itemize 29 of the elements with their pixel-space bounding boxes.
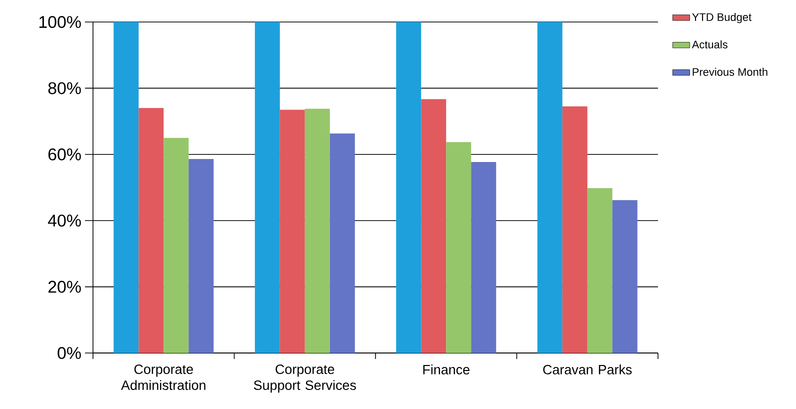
y-tick-label: 60% bbox=[48, 148, 81, 160]
bar bbox=[114, 22, 139, 353]
bar bbox=[471, 162, 496, 353]
legend-label: Actuals bbox=[692, 40, 728, 48]
x-tick-label: Finance bbox=[423, 364, 470, 374]
y-tick-label: 20% bbox=[48, 280, 81, 293]
bar bbox=[587, 188, 612, 353]
bar bbox=[254, 22, 280, 353]
y-tick-label: 80% bbox=[48, 82, 81, 94]
y-tick-label: 100% bbox=[39, 16, 81, 28]
bar bbox=[304, 108, 330, 353]
x-tick-label: Corporate Administration bbox=[121, 364, 206, 390]
bar bbox=[421, 99, 446, 353]
y-tick-label: 0% bbox=[58, 347, 81, 359]
y-tick-label: 40% bbox=[48, 214, 81, 227]
x-tick-label: Caravan Parks bbox=[543, 364, 632, 374]
legend-label: YTD Budget bbox=[692, 12, 752, 24]
bar bbox=[138, 108, 164, 353]
bar bbox=[446, 142, 472, 353]
bar bbox=[562, 106, 588, 353]
bar bbox=[330, 134, 355, 353]
bar bbox=[537, 22, 562, 353]
legend-label: Previous Month bbox=[692, 68, 768, 76]
bar bbox=[188, 159, 214, 353]
bar bbox=[612, 200, 638, 353]
bar bbox=[280, 110, 305, 353]
x-tick-label: Corporate Support Services bbox=[254, 364, 356, 393]
bar bbox=[396, 22, 422, 353]
bar bbox=[164, 138, 189, 353]
